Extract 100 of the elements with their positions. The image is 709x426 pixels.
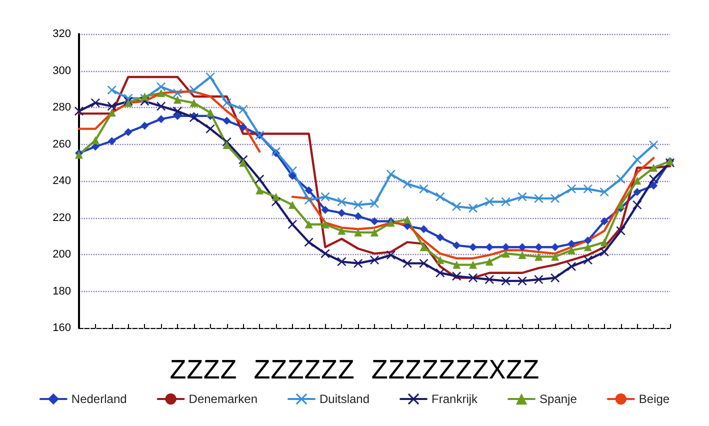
point	[354, 258, 363, 268]
point	[222, 116, 231, 125]
y-tick-label: 180	[52, 285, 71, 298]
point	[551, 252, 560, 261]
point	[452, 241, 461, 250]
point	[255, 174, 264, 184]
point	[567, 184, 576, 194]
point	[222, 98, 232, 108]
point	[338, 226, 346, 235]
point	[632, 155, 642, 164]
point	[633, 188, 642, 196]
point	[156, 102, 166, 111]
point	[91, 136, 100, 144]
y-tick-label: 200	[52, 248, 71, 260]
point	[354, 200, 363, 210]
point	[304, 186, 313, 194]
point	[534, 274, 544, 284]
point	[108, 108, 116, 117]
point	[568, 246, 576, 254]
point	[222, 140, 231, 149]
point	[370, 228, 378, 236]
point	[157, 89, 166, 98]
point	[156, 82, 166, 92]
point	[518, 251, 526, 260]
point	[436, 256, 444, 264]
point	[386, 170, 396, 179]
y-tick-label: 240	[52, 175, 71, 187]
point	[600, 188, 609, 197]
point	[74, 106, 84, 116]
point	[436, 192, 445, 202]
point	[402, 179, 412, 188]
point	[650, 164, 658, 172]
point	[584, 236, 592, 245]
point	[206, 72, 215, 82]
point	[452, 272, 462, 281]
point	[568, 240, 576, 248]
point	[108, 137, 116, 146]
legend-label: Denemarken	[188, 392, 258, 406]
point	[468, 204, 478, 213]
point	[173, 106, 182, 116]
point	[337, 257, 346, 266]
point	[650, 182, 658, 190]
point	[190, 98, 198, 107]
point	[272, 192, 280, 201]
point	[354, 228, 362, 236]
point	[239, 123, 248, 132]
point	[288, 172, 296, 180]
point	[402, 258, 412, 268]
point	[550, 194, 560, 203]
point	[189, 86, 198, 95]
point	[288, 166, 297, 176]
point	[502, 250, 510, 258]
point	[502, 243, 510, 252]
point	[534, 243, 543, 252]
y-tick-label: 320	[52, 28, 71, 40]
y-tick-label: 260	[52, 138, 71, 150]
point	[469, 243, 477, 252]
point	[436, 233, 444, 242]
point	[484, 197, 494, 206]
point	[189, 113, 198, 122]
point	[174, 96, 182, 104]
point	[256, 186, 264, 194]
point	[534, 252, 543, 261]
legend-label: Duitsland	[319, 392, 370, 406]
point	[140, 122, 149, 130]
point	[452, 202, 462, 212]
point	[304, 196, 314, 205]
legend-label: Spanje	[540, 392, 578, 406]
legend-label: Nederland	[71, 392, 127, 406]
point	[452, 260, 461, 269]
point	[632, 200, 642, 210]
point	[338, 208, 346, 217]
point	[239, 158, 248, 167]
point	[468, 273, 478, 282]
point	[206, 124, 215, 134]
point	[584, 243, 592, 252]
point	[420, 243, 428, 252]
point	[600, 217, 608, 226]
point	[140, 92, 149, 100]
point	[518, 243, 526, 252]
point	[550, 273, 560, 282]
point	[469, 260, 477, 269]
legend-label: Beige	[638, 392, 670, 406]
point	[386, 250, 396, 260]
y-tick-label: 160	[52, 322, 71, 334]
point	[90, 98, 100, 108]
point	[403, 216, 412, 224]
point	[321, 220, 330, 228]
point	[501, 276, 510, 286]
point	[124, 128, 132, 136]
point	[173, 88, 182, 98]
point	[288, 200, 296, 209]
point	[436, 268, 445, 278]
point	[354, 212, 362, 220]
point	[616, 200, 625, 209]
text: ZZZZ ZZZZZZ ZZZZZZZXZZ	[170, 356, 540, 388]
point	[600, 238, 608, 246]
point	[107, 102, 116, 111]
point	[288, 220, 297, 229]
point	[370, 217, 378, 226]
